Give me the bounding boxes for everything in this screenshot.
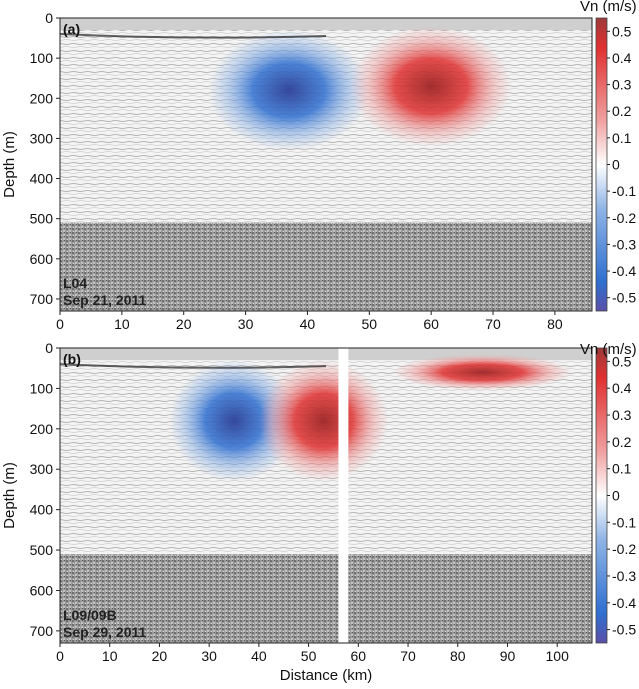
colorbar-tick-label: 0.1	[612, 130, 632, 146]
colorbar-label: Vn (m/s)	[580, 341, 637, 358]
x-tick-label: 70	[485, 316, 501, 332]
seismic-section	[60, 348, 592, 643]
colorbar-tick-label: -0.4	[612, 595, 636, 611]
x-tick-label: 20	[176, 316, 192, 332]
y-tick-label: 0	[45, 10, 53, 26]
y-tick-label: 600	[30, 582, 54, 598]
data-gap	[338, 348, 349, 643]
colorbar-label: Vn (m/s)	[580, 0, 637, 15]
date-label: Sep 21, 2011	[63, 292, 147, 308]
x-tick-label: 60	[423, 316, 439, 332]
colorbar-tick-label: 0.2	[612, 103, 632, 119]
colorbar-tick-label: 0.4	[612, 50, 632, 66]
y-tick-label: 500	[30, 542, 54, 558]
x-tick-label: 10	[102, 648, 118, 664]
y-tick-label: 200	[30, 421, 54, 437]
surface-band	[60, 18, 592, 31]
y-axis-label: Depth (m)	[1, 462, 18, 529]
x-tick-label: 70	[400, 648, 416, 664]
colorbar-tick-label: 0.3	[612, 407, 632, 423]
y-tick-label: 700	[30, 291, 54, 307]
panel-b: 0 10 20 30 40 50 60 70 80 90 100 0 100 200 300 400 500 60…	[1, 340, 637, 684]
line-label: L09/09B	[63, 607, 117, 623]
colorbar-tick-label: 0.3	[612, 77, 632, 93]
panel-a: 0 10 20 30 40 50 60 70 80 0 100 200 300 400 500 600 700 D…	[1, 0, 637, 332]
x-tick-label: 50	[362, 316, 378, 332]
y-tick-label: 300	[30, 130, 54, 146]
colorbar-tick-label: 0	[612, 488, 620, 504]
colorbar-tick-label: -0.1	[612, 183, 636, 199]
x-tick-label: 30	[201, 648, 217, 664]
colorbar-tick-label: 0.5	[612, 353, 632, 369]
colorbar-tick-label: -0.3	[612, 568, 636, 584]
velocity-core-negative-0	[169, 360, 299, 482]
plot-frame	[59, 347, 593, 644]
x-tick-label: 90	[500, 648, 516, 664]
velocity-core-positive-1	[350, 26, 512, 147]
line-label: L04	[63, 275, 87, 291]
y-tick-label: 300	[30, 461, 54, 477]
seismic-section	[60, 18, 592, 311]
colorbar-tick-label: 0.4	[612, 380, 632, 396]
x-tick-label: 40	[251, 648, 267, 664]
x-tick-label: 0	[56, 648, 64, 664]
seafloor-noise	[60, 222, 592, 311]
x-tick-label: 80	[450, 648, 466, 664]
colorbar-tick-label: 0.1	[612, 461, 632, 477]
y-tick-label: 400	[30, 171, 54, 187]
colorbar-tick-label: -0.4	[612, 263, 636, 279]
colorbar	[595, 17, 608, 312]
y-tick-label: 700	[30, 623, 54, 639]
colorbar-tick-label: -0.2	[612, 210, 636, 226]
x-tick-label: 60	[351, 648, 367, 664]
y-tick-label: 100	[30, 380, 54, 396]
colorbar-tick-label: 0.2	[612, 434, 632, 450]
seafloor-noise	[60, 554, 592, 643]
y-tick-label: 100	[30, 50, 54, 66]
colorbar-tick-label: 0.5	[612, 23, 632, 39]
date-label: Sep 29, 2011	[63, 624, 147, 640]
x-tick-label: 30	[238, 316, 254, 332]
x-tick-label: 10	[114, 316, 130, 332]
velocity-core-positive-2	[393, 354, 573, 391]
y-tick-label: 400	[30, 502, 54, 518]
panel-label: (b)	[63, 351, 81, 367]
reflector-line	[60, 33, 327, 39]
x-axis-label: Distance (km)	[280, 667, 373, 684]
colorbar-tick-label: -0.1	[612, 514, 636, 530]
panel-label: (a)	[63, 21, 80, 37]
y-axis-label: Depth (m)	[1, 131, 18, 198]
colorbar	[595, 347, 608, 644]
colorbar-tick-label: -0.5	[612, 290, 636, 306]
y-tick-label: 600	[30, 251, 54, 267]
plot-frame	[59, 17, 593, 312]
x-tick-label: 40	[300, 316, 316, 332]
colorbar-tick-label: -0.2	[612, 541, 636, 557]
y-tick-label: 200	[30, 90, 54, 106]
colorbar-tick-label: -0.5	[612, 622, 636, 638]
y-tick-label: 500	[30, 211, 54, 227]
x-tick-label: 20	[152, 648, 168, 664]
colorbar-tick-label: 0	[612, 157, 620, 173]
colorbar-tick-label: -0.3	[612, 236, 636, 252]
velocity-core-positive-1	[258, 360, 389, 482]
x-tick-label: 80	[547, 316, 563, 332]
x-tick-label: 50	[301, 648, 317, 664]
velocity-core-negative-0	[208, 30, 370, 151]
x-tick-label: 100	[546, 648, 570, 664]
y-tick-label: 0	[45, 340, 53, 356]
x-tick-label: 0	[56, 316, 64, 332]
reflector-line	[60, 363, 327, 369]
